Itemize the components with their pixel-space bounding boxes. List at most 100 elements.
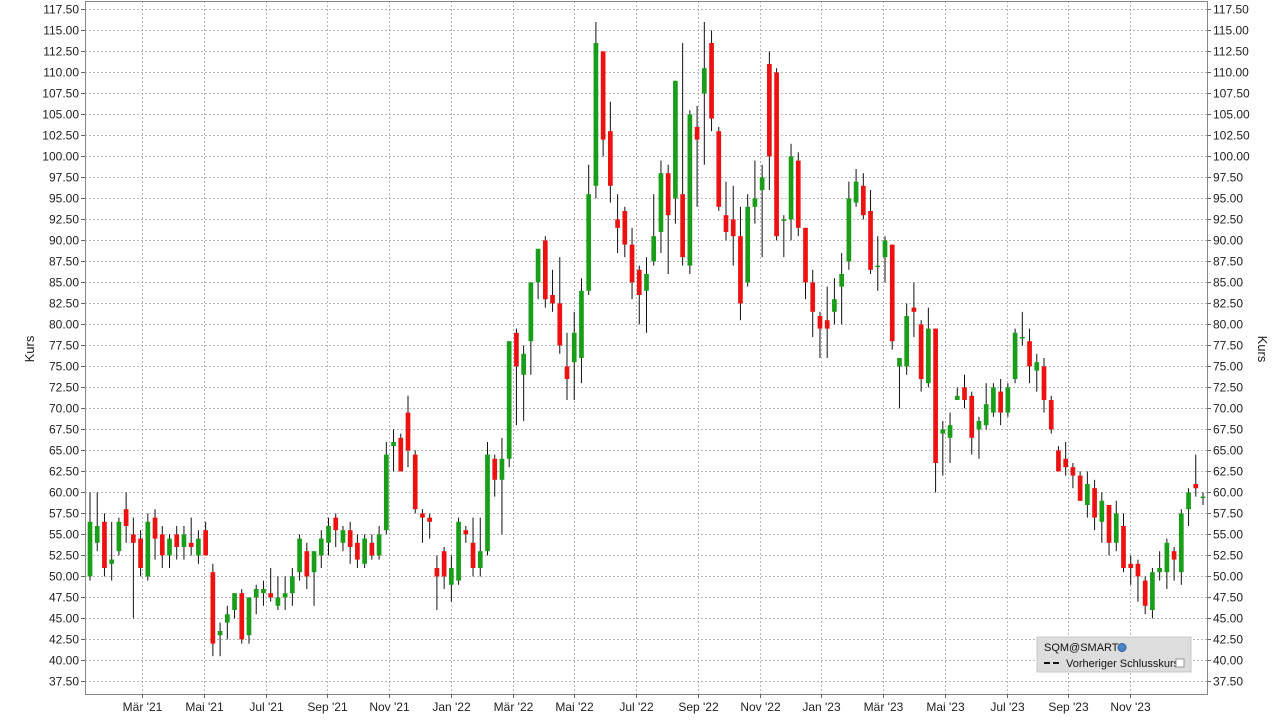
y-tick-label-right: 90.00	[1213, 234, 1243, 248]
candle	[1085, 471, 1090, 518]
candle	[282, 576, 288, 610]
candle	[701, 22, 707, 165]
legend-box	[1036, 636, 1192, 673]
candle-body-up	[1005, 387, 1011, 413]
candle-body-up	[926, 328, 931, 384]
y-axis-title-right: Kurs	[1255, 336, 1270, 363]
candle	[362, 534, 367, 568]
x-tick-label: Jan '23	[802, 700, 841, 714]
candle-body-up	[882, 240, 888, 258]
candle-body-down	[694, 127, 700, 140]
candle-body-up	[947, 425, 953, 438]
candle-body-down	[427, 517, 433, 522]
candle-body-down	[795, 160, 801, 228]
y-tick-label-left: 62.50	[49, 465, 79, 479]
candle	[405, 395, 411, 468]
y-tick-label-right: 40.00	[1213, 654, 1243, 668]
candle	[1186, 488, 1191, 526]
candle-body-down	[1128, 563, 1134, 568]
candle-body-down	[355, 542, 360, 560]
candle-body-down	[188, 542, 194, 547]
candle	[203, 521, 208, 556]
x-tick-label: Jul '22	[619, 700, 654, 714]
candle	[882, 236, 888, 283]
legend-checkbox[interactable]	[1175, 658, 1185, 668]
candle-body-down	[470, 542, 476, 568]
candle-body-down	[514, 332, 519, 367]
candle	[904, 303, 910, 375]
candle	[1135, 559, 1141, 602]
y-tick-label-right: 100.00	[1213, 150, 1250, 164]
candle	[355, 534, 360, 568]
candle-body-up	[1157, 568, 1162, 573]
candle	[571, 311, 577, 400]
candle-body-down	[803, 227, 808, 283]
candle	[1178, 509, 1184, 585]
candle-body-down	[1193, 484, 1199, 489]
candle-body-up	[1164, 542, 1170, 573]
y-tick-label-left: 42.50	[49, 633, 79, 647]
candle-body-down	[138, 538, 143, 568]
candle-body-down	[203, 530, 208, 556]
candle	[94, 492, 100, 552]
candle	[521, 345, 526, 421]
candle-body-down	[817, 316, 823, 329]
candle	[1142, 576, 1148, 615]
candle-body-down	[369, 542, 375, 556]
candle	[651, 194, 657, 266]
y-tick-label-right: 85.00	[1213, 276, 1243, 290]
candle	[608, 101, 613, 203]
y-tick-label-right: 37.50	[1213, 675, 1243, 689]
candle	[962, 374, 967, 409]
candle	[167, 534, 172, 568]
candle-body-up	[954, 395, 960, 400]
candle-body-down	[492, 458, 498, 480]
globe-icon[interactable]	[1117, 643, 1127, 652]
candle	[196, 530, 201, 564]
x-tick-label: Jan '22	[432, 700, 471, 714]
candle	[694, 106, 700, 207]
candle	[318, 530, 324, 568]
candle	[846, 181, 852, 270]
x-axis: Mär '21 Mai '21 Jul '21 Sep '21 Nov '21 Jan '…	[123, 694, 1151, 714]
candle-body-up	[116, 521, 122, 552]
candle	[275, 576, 281, 610]
y-tick-label-right: 45.00	[1213, 612, 1243, 626]
legend: SQM@SMART Vorheriger Schlusskurs	[1036, 636, 1192, 673]
candle-body-down	[152, 517, 158, 539]
y-tick-label-right: 55.00	[1213, 528, 1243, 542]
candle-body-up	[383, 454, 389, 531]
candle	[615, 194, 620, 253]
candle-body-up	[87, 521, 93, 577]
candle-body-down	[998, 391, 1003, 413]
y-tick-label-right: 117.50	[1213, 3, 1249, 17]
y-tick-label-right: 50.00	[1213, 570, 1243, 584]
x-tick-label: Nov '23	[1110, 700, 1151, 714]
y-tick-label-right: 60.00	[1213, 486, 1243, 500]
candle	[788, 143, 794, 241]
y-tick-label-left: 105.00	[42, 108, 79, 122]
candle-body-down	[347, 530, 353, 547]
candle-body-down	[600, 51, 606, 140]
candle	[860, 173, 866, 220]
candle	[239, 589, 245, 644]
y-tick-label-right: 62.50	[1213, 465, 1243, 479]
candle	[752, 160, 758, 224]
candle	[1056, 446, 1061, 472]
legend-entry-previous-close: Vorheriger Schlusskurs	[1066, 658, 1180, 670]
y-tick-label-left: 117.50	[43, 3, 79, 17]
candle	[839, 253, 844, 325]
candle	[1048, 395, 1054, 434]
candle	[528, 282, 534, 375]
candle-body-up	[752, 198, 758, 207]
candle-body-up	[1034, 362, 1040, 371]
candles	[87, 22, 1206, 657]
candle-body-up	[196, 538, 201, 556]
candle	[391, 429, 396, 472]
candle-body-up	[362, 538, 367, 564]
candle	[152, 509, 158, 560]
candle-body-up	[976, 421, 982, 430]
candle-body-down	[860, 185, 866, 216]
candle-body-up	[297, 538, 302, 573]
